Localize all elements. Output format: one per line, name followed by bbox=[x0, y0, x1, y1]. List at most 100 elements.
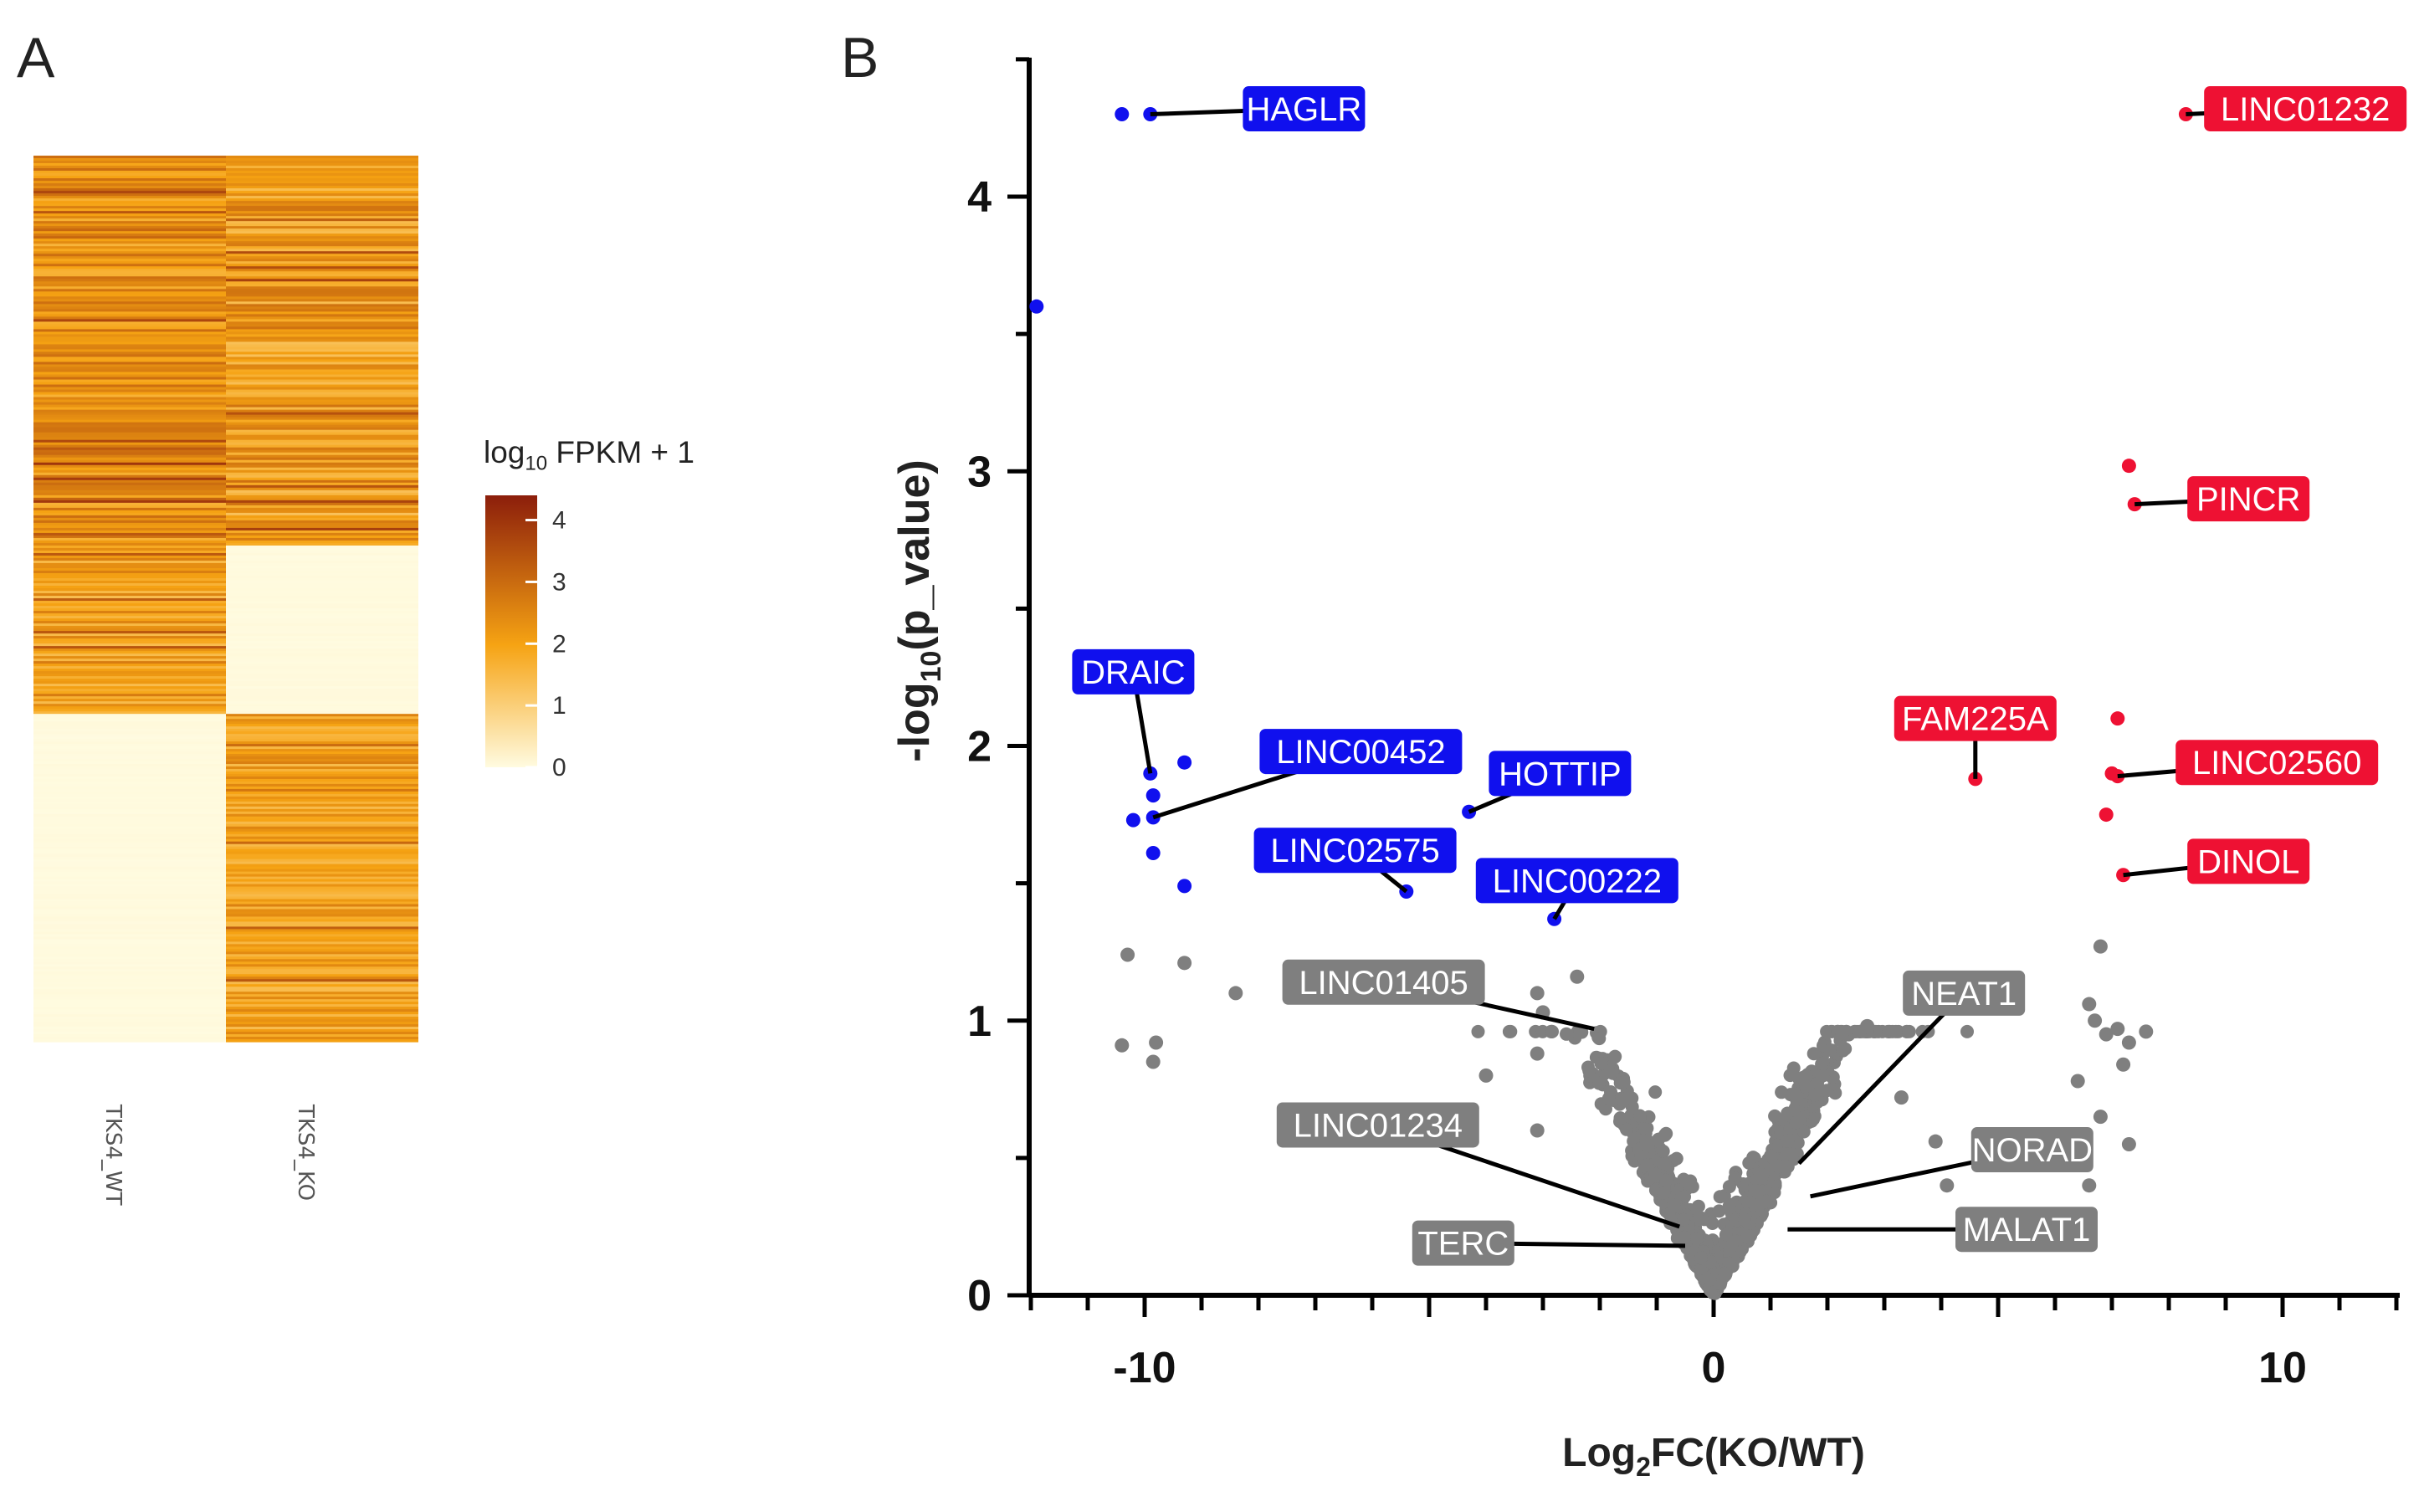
heatmap-cell bbox=[33, 251, 226, 254]
ns-point bbox=[1885, 1024, 1899, 1038]
data-point-ns_outliers bbox=[2082, 1178, 2097, 1193]
heatmap-cell bbox=[226, 931, 418, 935]
ns-point bbox=[1657, 1186, 1671, 1200]
heatmap-cell bbox=[226, 638, 418, 642]
heatmap-cell bbox=[33, 606, 226, 609]
legend-title-sub: 10 bbox=[525, 452, 548, 475]
heatmap-cell bbox=[33, 316, 226, 320]
ns-point bbox=[1685, 1180, 1699, 1194]
heatmap-cell bbox=[226, 161, 418, 164]
heatmap-cell bbox=[33, 699, 226, 702]
heatmap-cell bbox=[33, 848, 226, 853]
heatmap-cell bbox=[226, 261, 418, 264]
heatmap-cell bbox=[226, 188, 418, 192]
y-axis-label-sub: 10 bbox=[915, 651, 947, 683]
ns-point bbox=[1617, 1075, 1631, 1089]
heatmap-cell bbox=[226, 319, 418, 323]
heatmap-cell bbox=[33, 452, 226, 456]
heatmap-cell bbox=[33, 547, 226, 551]
data-point-ns_outliers bbox=[1115, 1038, 1130, 1053]
annotation-linc01234: LINC01234 bbox=[1276, 1102, 1479, 1148]
heatmap-cell bbox=[33, 664, 226, 667]
heatmap-cell bbox=[226, 489, 418, 494]
heatmap-cell bbox=[33, 550, 226, 554]
heatmap-cell bbox=[33, 706, 226, 710]
heatmap-cell bbox=[226, 306, 418, 310]
annotation-box bbox=[1475, 858, 1678, 904]
heatmap-cell bbox=[226, 843, 418, 848]
heatmap-cell bbox=[226, 921, 418, 925]
heatmap-cell bbox=[33, 372, 226, 376]
ns-point bbox=[1796, 1071, 1810, 1084]
heatmap-cell bbox=[33, 816, 226, 820]
heatmap-cell bbox=[226, 505, 418, 509]
heatmap-cell bbox=[33, 510, 226, 514]
ns-point bbox=[1656, 1144, 1670, 1158]
heatmap-cell bbox=[33, 841, 226, 845]
heatmap-cell bbox=[33, 233, 226, 237]
heatmap-cell bbox=[33, 557, 226, 561]
heatmap-cell bbox=[33, 161, 226, 164]
heatmap-cell bbox=[33, 763, 226, 767]
heatmap-cell bbox=[226, 576, 418, 579]
heatmap-cell bbox=[226, 414, 418, 418]
heatmap-cell bbox=[33, 906, 226, 910]
heatmap-cell bbox=[226, 482, 418, 486]
heatmap-cell bbox=[33, 608, 226, 612]
heatmap-cell bbox=[33, 326, 226, 331]
heatmap-cell bbox=[226, 181, 418, 184]
heatmap-cell bbox=[33, 562, 226, 566]
heatmap-cell bbox=[226, 736, 418, 740]
heatmap-cell bbox=[33, 208, 226, 212]
heatmap-cell bbox=[226, 532, 418, 536]
heatmap-cell bbox=[33, 869, 226, 873]
heatmap-cell bbox=[33, 726, 226, 730]
heatmap-cell bbox=[226, 806, 418, 810]
heatmap-cell bbox=[226, 294, 418, 297]
heatmap-cell bbox=[33, 669, 226, 672]
heatmap-cell bbox=[226, 249, 418, 252]
heatmap-cell bbox=[33, 186, 226, 189]
heatmap-cell bbox=[226, 974, 418, 977]
annotation-linc02575: LINC02575 bbox=[1253, 828, 1457, 874]
heatmap-cell bbox=[226, 1027, 418, 1030]
heatmap-cell bbox=[33, 671, 226, 674]
heatmap-cell bbox=[33, 269, 226, 272]
heatmap-cell bbox=[226, 562, 418, 566]
heatmap-cell bbox=[226, 783, 418, 787]
heatmap-cell bbox=[33, 796, 226, 800]
heatmap-cell bbox=[226, 739, 418, 742]
heatmap-cell bbox=[226, 238, 418, 242]
heatmap-cell bbox=[226, 874, 418, 878]
heatmap-cell bbox=[33, 813, 226, 818]
annotation-box bbox=[1489, 751, 1632, 797]
heatmap-cell bbox=[33, 643, 226, 647]
annotation-box bbox=[1259, 729, 1463, 775]
heatmap-cell bbox=[33, 896, 226, 900]
heatmap-cell bbox=[33, 734, 226, 737]
heatmap-cell bbox=[33, 379, 226, 383]
heatmap-cell bbox=[33, 457, 226, 461]
legend-color-bar bbox=[485, 495, 537, 767]
heatmap-cell bbox=[33, 424, 226, 428]
heatmap-cell bbox=[33, 1039, 226, 1043]
heatmap-cell bbox=[226, 412, 418, 416]
heatmap-cell bbox=[33, 444, 226, 448]
heatmap-cell bbox=[226, 186, 418, 189]
heatmap-cell bbox=[33, 971, 226, 975]
heatmap-cell bbox=[226, 689, 418, 692]
ns-point bbox=[1659, 1173, 1673, 1187]
heatmap-cell bbox=[33, 412, 226, 416]
heatmap-cell bbox=[33, 966, 226, 970]
heatmap-cell bbox=[226, 836, 418, 840]
heatmap-cell bbox=[33, 623, 226, 627]
heatmap-cell bbox=[226, 934, 418, 937]
y-tick-label: 1 bbox=[967, 997, 992, 1046]
heatmap-cell bbox=[226, 213, 418, 217]
heatmap-cell bbox=[33, 382, 226, 386]
heatmap-cell bbox=[33, 618, 226, 622]
heatmap-cell bbox=[33, 349, 226, 353]
heatmap-cell bbox=[226, 768, 418, 772]
heatmap-cell bbox=[33, 178, 226, 182]
ns-point bbox=[1750, 1198, 1764, 1212]
